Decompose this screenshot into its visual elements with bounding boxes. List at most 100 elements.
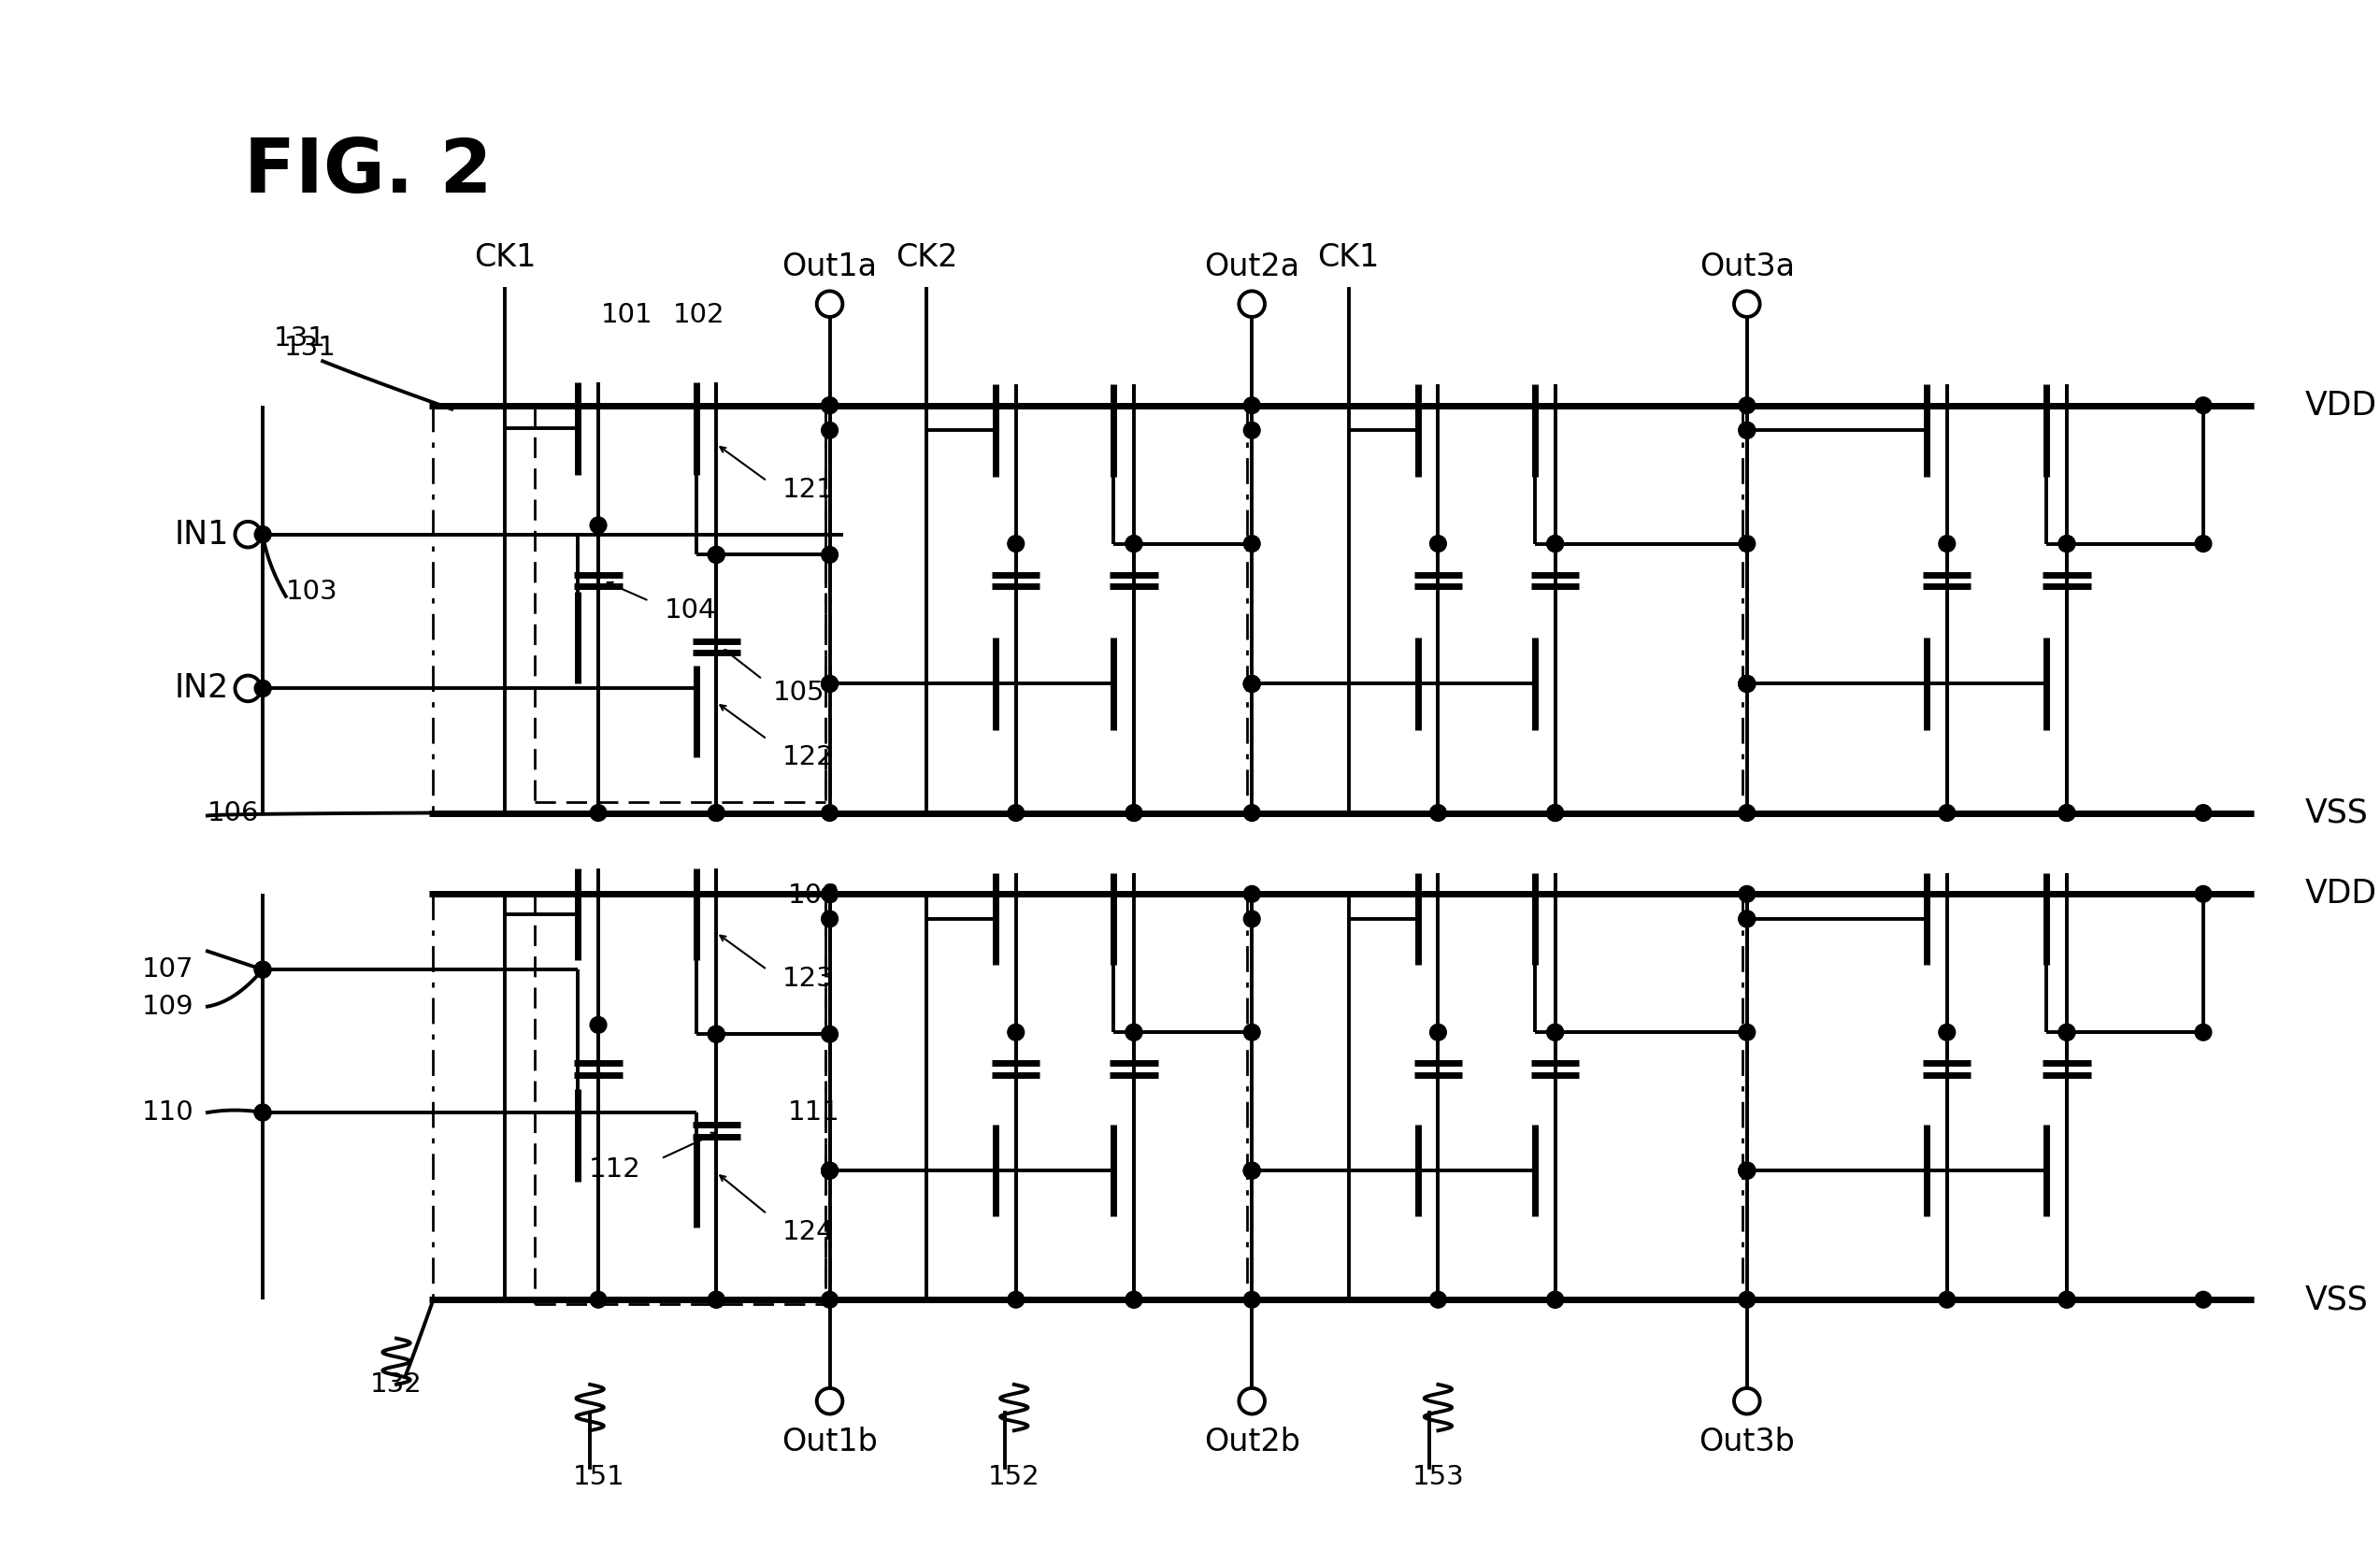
Circle shape xyxy=(1547,535,1564,552)
Circle shape xyxy=(1245,676,1259,693)
Circle shape xyxy=(1547,535,1564,552)
Circle shape xyxy=(1740,676,1754,693)
Circle shape xyxy=(1547,804,1564,821)
Circle shape xyxy=(816,291,843,317)
Circle shape xyxy=(1007,1024,1023,1040)
Circle shape xyxy=(590,804,607,821)
Text: Out3b: Out3b xyxy=(1699,1426,1795,1458)
Text: 111: 111 xyxy=(788,1099,840,1126)
Circle shape xyxy=(255,680,271,696)
Circle shape xyxy=(1740,804,1754,821)
Circle shape xyxy=(707,546,724,563)
Circle shape xyxy=(1740,676,1754,693)
Text: 105: 105 xyxy=(774,680,826,705)
Circle shape xyxy=(1245,1292,1259,1308)
Circle shape xyxy=(590,1017,607,1034)
Circle shape xyxy=(1740,535,1754,552)
Circle shape xyxy=(707,546,724,563)
Circle shape xyxy=(1240,1389,1264,1414)
Text: Out2b: Out2b xyxy=(1204,1426,1299,1458)
Circle shape xyxy=(821,397,838,414)
Circle shape xyxy=(2194,1292,2211,1308)
Circle shape xyxy=(1430,804,1447,821)
Circle shape xyxy=(821,1026,838,1043)
Circle shape xyxy=(816,1389,843,1414)
Circle shape xyxy=(1740,422,1754,438)
Circle shape xyxy=(1007,804,1023,821)
Circle shape xyxy=(821,676,838,693)
Circle shape xyxy=(1245,397,1259,414)
Circle shape xyxy=(1740,910,1754,927)
Circle shape xyxy=(1430,1024,1447,1040)
Text: 121: 121 xyxy=(783,477,835,504)
Circle shape xyxy=(1940,1292,1956,1308)
Circle shape xyxy=(236,676,262,701)
Circle shape xyxy=(1740,885,1754,902)
Circle shape xyxy=(1007,1292,1023,1308)
Text: CK1: CK1 xyxy=(1319,242,1380,274)
Circle shape xyxy=(1245,1024,1259,1040)
Text: 151: 151 xyxy=(574,1464,626,1490)
Text: Out1b: Out1b xyxy=(781,1426,878,1458)
Circle shape xyxy=(590,1292,607,1308)
Circle shape xyxy=(2194,535,2211,552)
Text: 152: 152 xyxy=(988,1464,1040,1490)
Circle shape xyxy=(1126,804,1142,821)
Text: CK2: CK2 xyxy=(895,242,957,274)
Circle shape xyxy=(1245,1162,1259,1179)
Text: FIG. 2: FIG. 2 xyxy=(245,136,493,208)
Text: CK1: CK1 xyxy=(474,242,536,274)
Circle shape xyxy=(1740,910,1754,927)
Circle shape xyxy=(255,526,271,543)
Circle shape xyxy=(821,1162,838,1179)
Circle shape xyxy=(1126,804,1142,821)
Circle shape xyxy=(707,1026,724,1043)
Circle shape xyxy=(255,1104,271,1121)
Circle shape xyxy=(821,422,838,438)
Circle shape xyxy=(821,1292,838,1308)
Circle shape xyxy=(1740,397,1754,414)
Circle shape xyxy=(1735,1389,1759,1414)
Circle shape xyxy=(1735,291,1759,317)
Text: 104: 104 xyxy=(664,597,716,622)
Circle shape xyxy=(821,676,838,693)
Circle shape xyxy=(2059,804,2075,821)
Circle shape xyxy=(1547,1024,1564,1040)
Circle shape xyxy=(1740,1162,1754,1179)
Circle shape xyxy=(821,1162,838,1179)
Text: 112: 112 xyxy=(588,1157,640,1182)
Text: 123: 123 xyxy=(783,965,835,992)
Circle shape xyxy=(255,680,271,696)
Circle shape xyxy=(2194,397,2211,414)
Circle shape xyxy=(1240,291,1264,317)
Circle shape xyxy=(1547,1292,1564,1308)
Text: VSS: VSS xyxy=(2304,1284,2368,1315)
Circle shape xyxy=(2194,804,2211,821)
Text: 108: 108 xyxy=(788,882,840,909)
Circle shape xyxy=(821,1162,838,1179)
Circle shape xyxy=(707,1292,724,1308)
Text: 102: 102 xyxy=(674,302,726,328)
Circle shape xyxy=(1740,1162,1754,1179)
Circle shape xyxy=(2059,1292,2075,1308)
Text: IN1: IN1 xyxy=(174,519,228,551)
Circle shape xyxy=(707,1292,724,1308)
Circle shape xyxy=(1740,1162,1754,1179)
Circle shape xyxy=(1245,422,1259,438)
Circle shape xyxy=(1940,804,1956,821)
Circle shape xyxy=(1245,676,1259,693)
Circle shape xyxy=(2059,1292,2075,1308)
Circle shape xyxy=(1430,1292,1447,1308)
Circle shape xyxy=(821,910,838,927)
Text: Out2a: Out2a xyxy=(1204,252,1299,283)
Circle shape xyxy=(1740,676,1754,693)
Circle shape xyxy=(1245,885,1259,902)
Text: 110: 110 xyxy=(140,1099,193,1126)
Circle shape xyxy=(1940,535,1956,552)
Circle shape xyxy=(2194,885,2211,902)
Circle shape xyxy=(1245,1162,1259,1179)
Circle shape xyxy=(1740,676,1754,693)
Text: 103: 103 xyxy=(286,579,338,605)
Text: VDD: VDD xyxy=(2304,389,2378,421)
Circle shape xyxy=(1245,1162,1259,1179)
